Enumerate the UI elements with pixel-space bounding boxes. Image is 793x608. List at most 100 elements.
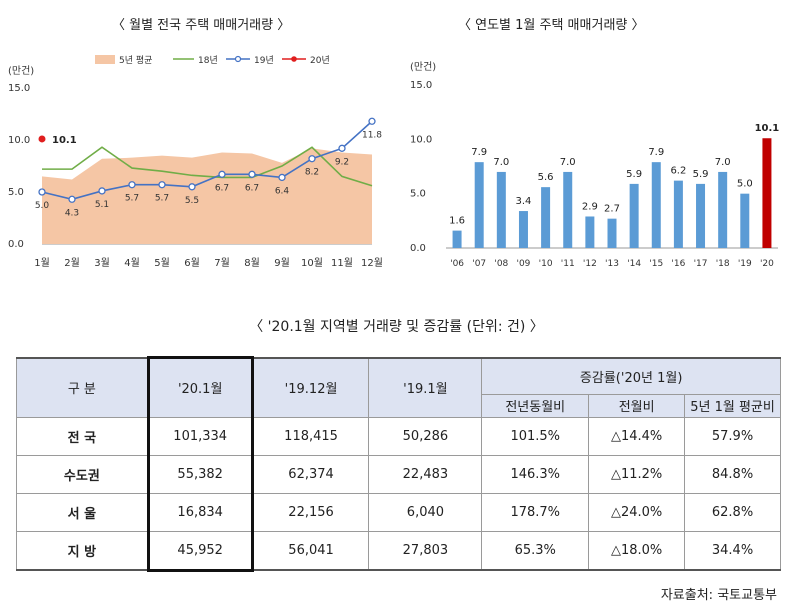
header-jan-19: '19.1월 (368, 357, 483, 418)
legend-marker-20 (291, 56, 297, 62)
data-label: 5.9 (626, 169, 642, 180)
y-tick-label: 15.0 (410, 80, 432, 91)
x-tick-label: '15 (649, 259, 663, 269)
x-tick-label: 3월 (94, 257, 110, 269)
cell-yoy: 101.5% (481, 416, 590, 456)
point-19 (368, 117, 376, 125)
x-tick-label: '19 (738, 259, 752, 269)
row-label: 전 국 (16, 416, 149, 456)
cell-dec-19: 22,156 (251, 492, 370, 532)
header-mom: 전월비 (588, 393, 686, 418)
line-chart: (만건) 0.0 5.0 10.0 15.0 5.0 4.3 5.1 5.7 5.7 5.5 6.7 6… (8, 55, 383, 269)
data-label-19: 5.7 (155, 194, 169, 204)
data-label-19: 8.2 (305, 168, 319, 178)
table-header-row: 구 분 '20.1월 '19.12월 '19.1월 증감률('20년 1월) (16, 356, 781, 418)
bar (607, 218, 617, 248)
cell-jan-20: 16,834 (146, 492, 254, 532)
series-line-18 (42, 146, 373, 187)
bar (496, 171, 506, 248)
point-19 (308, 155, 316, 163)
legend-label: 5년 평균 (119, 55, 152, 66)
data-label: 7.9 (648, 147, 664, 158)
header-dec-19: '19.12월 (251, 357, 370, 418)
x-tick-label: '06 (450, 259, 464, 269)
bar (474, 162, 484, 248)
header-category: 구 분 (16, 357, 149, 418)
cell-5yr-avg: 57.9% (684, 416, 781, 456)
x-tick-label: 9월 (274, 257, 290, 269)
table-row: 수도권 55,382 62,374 22,483 146.3% △11.2% 8… (16, 454, 781, 494)
x-tick-label: '12 (583, 259, 597, 269)
header-change-group: 증감률('20년 1월) (481, 357, 781, 395)
bar (673, 180, 683, 248)
bar-chart: (만건) 0.0 5.0 10.0 15.0 1.6 '06 7.9 '07 7.0 '08 3.4 '… (410, 61, 780, 269)
legend-label: 20년 (310, 55, 330, 66)
data-label-19: 6.4 (275, 186, 290, 196)
header-jan-20: '20.1월 (146, 356, 254, 418)
header-yoy: 전년동월비 (481, 393, 590, 418)
series-line-19 (41, 120, 373, 201)
cell-jan-19: 22,483 (368, 454, 483, 494)
row-label: 지 방 (16, 530, 149, 571)
data-label-19: 6.7 (245, 183, 259, 193)
cell-yoy: 178.7% (481, 492, 590, 532)
y-tick-label: 15.0 (8, 83, 30, 94)
cell-5yr-avg: 62.8% (684, 492, 781, 532)
point-19 (218, 170, 226, 178)
data-label-19: 9.2 (335, 157, 349, 167)
point-19 (38, 188, 46, 196)
bar (563, 171, 573, 248)
cell-mom: △24.0% (588, 492, 686, 532)
x-tick-label: '11 (561, 259, 575, 269)
data-label: 7.0 (493, 157, 509, 168)
legend-swatch-5yr-avg (95, 55, 115, 64)
bar (518, 211, 528, 248)
data-label-19: 5.5 (185, 196, 199, 206)
cell-dec-19: 56,041 (251, 530, 370, 571)
cell-jan-20: 101,334 (146, 416, 254, 456)
y-axis-label: (만건) (8, 65, 34, 77)
y-axis-label: (만건) (410, 61, 436, 73)
point-19 (68, 195, 76, 203)
cell-yoy: 65.3% (481, 530, 590, 571)
data-label: 10.1 (755, 123, 780, 134)
table-row: 지 방 45,952 56,041 27,803 65.3% △18.0% 34… (16, 530, 781, 572)
bar (541, 187, 551, 248)
cell-mom: △11.2% (588, 454, 686, 494)
cell-jan-19: 6,040 (368, 492, 483, 532)
data-label-19: 11.8 (362, 130, 382, 140)
legend-marker-19 (234, 55, 242, 63)
table-row: 서 울 16,834 22,156 6,040 178.7% △24.0% 62… (16, 492, 781, 532)
cell-jan-20: 45,952 (146, 530, 254, 572)
bar (762, 138, 772, 248)
series-area-5yr-avg (42, 148, 372, 244)
legend-label: 19년 (254, 55, 274, 66)
x-tick-label: '17 (694, 259, 708, 269)
point-19 (188, 183, 196, 191)
table-subheader-row: 전년동월비 전월비 5년 1월 평균비 (17, 393, 781, 418)
x-tick-label: 1월 (34, 257, 50, 269)
x-tick-label: '13 (605, 259, 619, 269)
x-tick-label: 12월 (361, 257, 383, 269)
cell-mom: △18.0% (588, 530, 686, 571)
point-19 (128, 181, 136, 189)
data-label: 7.9 (471, 147, 487, 158)
data-label: 5.9 (693, 169, 709, 180)
data-label-19: 5.1 (95, 200, 109, 210)
point-19 (338, 144, 346, 152)
x-tick-label: 2월 (64, 257, 80, 269)
x-tick-label: 5월 (154, 257, 170, 269)
data-label: 2.7 (604, 204, 620, 215)
y-tick-label: 5.0 (410, 189, 426, 200)
x-tick-label: '09 (516, 259, 530, 269)
x-tick-label: '16 (671, 259, 685, 269)
table-title: 〈 '20.1월 지역별 거래량 및 증감률 (단위: 건) 〉 (249, 319, 544, 335)
bar (718, 171, 728, 248)
cell-5yr-avg: 84.8% (684, 454, 781, 494)
bar (696, 183, 706, 248)
x-tick-label: '14 (627, 259, 641, 269)
point-19 (158, 181, 166, 189)
line-chart-title: 〈 월별 전국 주택 매매거래량 〉 (112, 18, 291, 33)
point-19 (98, 187, 106, 195)
x-tick-label: 7월 (214, 257, 230, 269)
